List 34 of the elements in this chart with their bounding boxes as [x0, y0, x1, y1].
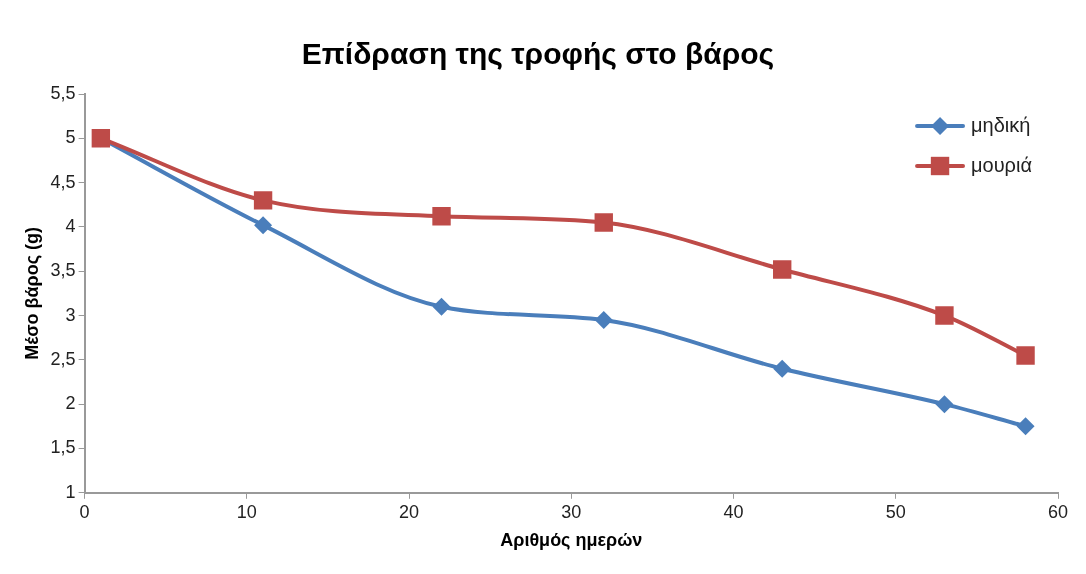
- y-tick-label: 2: [65, 393, 76, 414]
- point: [253, 191, 273, 210]
- point: [1016, 346, 1035, 365]
- legend-label: μουριά: [971, 153, 1032, 176]
- x-axis-title: Αριθμός ημερών: [500, 530, 643, 551]
- point: [432, 207, 451, 226]
- y-tick-label: 2,5: [50, 348, 76, 369]
- point: [432, 297, 451, 316]
- y-tick-label: 4: [65, 215, 76, 236]
- point: [594, 310, 613, 329]
- point: [594, 213, 613, 232]
- point: [1016, 417, 1035, 436]
- y-tick-label: 5,5: [50, 82, 76, 103]
- x-tick-label: 30: [561, 501, 582, 522]
- y-tick-label: 1,5: [50, 437, 76, 458]
- point: [773, 260, 792, 279]
- point: [773, 359, 792, 378]
- point: [254, 216, 273, 235]
- point: [935, 395, 954, 414]
- point: [935, 306, 954, 325]
- x-tick-label: 60: [1047, 501, 1069, 522]
- y-tick-label: 5: [65, 127, 76, 148]
- y-tick-label: 1: [65, 481, 76, 502]
- x-tick-label: 40: [723, 501, 744, 522]
- x-tick-label: 0: [79, 501, 90, 522]
- x-tick-label: 20: [399, 501, 420, 522]
- chart-title: Επίδραση της τροφής στο βάρος: [301, 37, 775, 71]
- y-axis-title: Μέσο βάρος (g): [21, 226, 42, 360]
- y-tick-label: 3,5: [50, 260, 76, 281]
- x-tick-label: 10: [236, 501, 257, 522]
- legend-label: μηδική: [971, 113, 1031, 136]
- x-tick-label: 50: [885, 501, 906, 522]
- y-tick-label: 3: [65, 304, 76, 325]
- y-tick-label: 4,5: [50, 171, 76, 192]
